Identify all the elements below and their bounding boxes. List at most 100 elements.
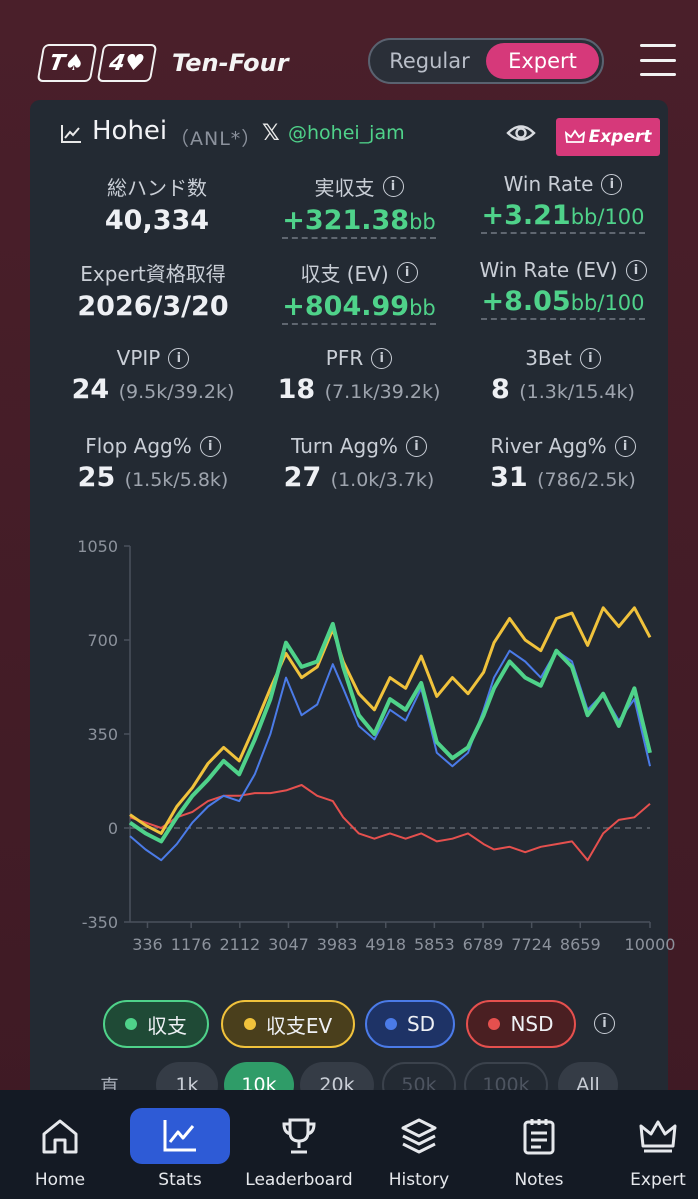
stat-value: +3.21 [481, 200, 571, 231]
series-line-収支EV [129, 606, 652, 835]
stat-pfr: PFR i 18 (7.1k/39.2k) [254, 346, 464, 405]
hamburger-menu-icon[interactable] [640, 44, 676, 76]
x-tick-label: 2112 [219, 935, 260, 954]
x-logo-icon: 𝕏 [262, 121, 280, 146]
chart-icon [163, 1120, 196, 1152]
info-icon[interactable]: i [396, 262, 418, 283]
legend-dot [125, 1018, 137, 1030]
legend-dot [488, 1018, 501, 1030]
stat-label: Win Rate [503, 172, 594, 196]
stat-value: 27 [283, 462, 322, 493]
stat-value: 24 [71, 374, 110, 405]
stat-value: +321.38 [282, 205, 410, 236]
stat-value: 18 [277, 374, 316, 405]
stat-value: +804.99 [282, 291, 410, 322]
logo[interactable]: T♠ 4♥ Ten-Four [36, 44, 289, 82]
stat-river-agg: River Agg% i 31 (786/2.5k) [458, 434, 668, 493]
nav-label: Stats [158, 1170, 202, 1190]
mode-regular-button[interactable]: Regular [389, 49, 470, 73]
x-tick-label: 3983 [317, 935, 358, 954]
bottom-nav: Home Stats Leaderboard History Notes [0, 1090, 698, 1199]
stat-value: +8.05 [481, 286, 571, 317]
info-icon[interactable]: i [405, 435, 427, 457]
stat-sub: (9.5k/39.2k) [118, 381, 235, 403]
legend-sd[interactable]: SD [365, 1000, 455, 1048]
home-icon [42, 1119, 78, 1154]
stat-turn-agg: Turn Agg% i 27 (1.0k/3.7k) [254, 434, 464, 493]
stat-label: 総ハンド数 [107, 176, 207, 200]
stat-label: Flop Agg% [85, 434, 192, 458]
expert-badge: Expert [556, 118, 660, 156]
x-tick-label: 3047 [268, 935, 309, 954]
legend-nsd[interactable]: NSD [466, 1000, 576, 1048]
info-icon[interactable]: i [371, 347, 393, 369]
y-tick-label: 350 [87, 725, 118, 744]
x-tick-label: 7724 [511, 935, 552, 954]
nav-stats[interactable]: Stats [125, 1090, 235, 1199]
legend-profit[interactable]: 収支 [103, 1000, 209, 1048]
stat-label: River Agg% [490, 434, 607, 458]
info-icon[interactable]: i [382, 176, 404, 197]
mode-toggle[interactable]: Regular Expert [368, 38, 604, 84]
layers-icon [401, 1118, 437, 1154]
stat-expert-date: Expert資格取得 2026/3/20 [48, 258, 258, 322]
crown-icon [639, 1120, 677, 1153]
stat-label: Turn Agg% [291, 434, 398, 458]
nav-home[interactable]: Home [5, 1090, 115, 1199]
stat-sub: (7.1k/39.2k) [324, 381, 441, 403]
stat-profit-ev: 収支 (EV) i +804.99bb [254, 258, 464, 325]
nav-label: Leaderboard [245, 1170, 353, 1190]
profit-chart[interactable]: 1050 700 350 0 -350 336 1176 2112 3047 3983 4918 58… [0, 528, 698, 968]
stat-unit: bb/100 [570, 205, 645, 229]
info-icon[interactable]: i [579, 347, 601, 369]
nav-expert[interactable]: Expert [603, 1090, 698, 1199]
stat-value: 25 [77, 462, 116, 493]
info-icon[interactable]: i [625, 259, 647, 281]
stat-value: 40,334 [104, 205, 210, 236]
profile-row: Hohei （ANL*） 𝕏 @hohei_jam Expert [30, 112, 668, 158]
mode-expert-button[interactable]: Expert [486, 43, 599, 79]
x-tick-label: 336 [132, 935, 163, 954]
brand-name: Ten-Four [172, 49, 289, 77]
player-tag: （ANL*） [170, 128, 262, 150]
series-line-収支 [128, 621, 652, 844]
stat-3bet: 3Bet i 8 (1.3k/15.4k) [458, 346, 668, 405]
nav-label: Notes [514, 1170, 564, 1190]
x-tick-label: 8659 [560, 935, 601, 954]
info-icon[interactable]: i [601, 173, 623, 195]
legend-dot [384, 1018, 397, 1030]
y-tick-label: 1050 [77, 537, 118, 556]
stat-label: 3Bet [525, 346, 572, 370]
line-chart-icon [61, 125, 81, 143]
nav-notes[interactable]: Notes [484, 1090, 594, 1199]
stat-real-profit: 実収支 i +321.38bb [254, 172, 464, 239]
stat-unit: bb [409, 296, 436, 320]
stat-sub: (1.3k/15.4k) [519, 381, 635, 403]
series-line-SD [129, 649, 651, 862]
eye-icon[interactable] [506, 122, 536, 144]
info-icon[interactable]: i [594, 1013, 615, 1034]
nav-leaderboard[interactable]: Leaderboard [244, 1090, 354, 1199]
stat-value: 8 [491, 374, 510, 405]
y-tick-label: 700 [87, 631, 118, 650]
x-tick-label: 1176 [171, 935, 212, 954]
info-icon[interactable]: i [168, 347, 190, 369]
stat-win-rate-ev: Win Rate (EV) i +8.05bb/100 [458, 258, 668, 320]
nav-label: Home [34, 1170, 86, 1190]
player-name: Hohei [92, 116, 168, 146]
stat-sub: (1.0k/3.7k) [330, 469, 435, 491]
x-tick-label: 6789 [463, 935, 504, 954]
info-icon[interactable]: i [199, 435, 221, 457]
x-handle-link[interactable]: @hohei_jam [288, 122, 405, 144]
legend-info[interactable]: i [594, 1012, 615, 1034]
series-line-NSD [129, 784, 651, 862]
info-icon[interactable]: i [614, 435, 636, 457]
legend-profit-ev[interactable]: 収支EV [221, 1000, 355, 1048]
legend-label: 収支EV [265, 1013, 333, 1038]
stat-unit: bb [409, 210, 436, 234]
stat-label: PFR [325, 346, 364, 370]
nav-label: History [388, 1170, 450, 1190]
nav-history[interactable]: History [364, 1090, 474, 1199]
app-header: T♠ 4♥ Ten-Four Regular Expert [0, 0, 698, 118]
stat-vpip: VPIP i 24 (9.5k/39.2k) [48, 346, 258, 405]
